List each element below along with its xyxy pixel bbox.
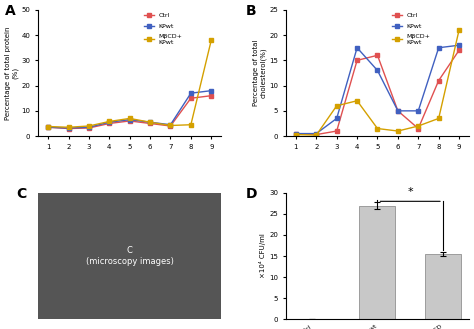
Text: C: C	[16, 187, 26, 201]
Bar	[425, 254, 461, 319]
Text: C
(microscopy images): C (microscopy images)	[86, 246, 173, 266]
Legend: Ctrl, KPwt, MβCD+
KPwt: Ctrl, KPwt, MβCD+ KPwt	[390, 11, 433, 47]
Text: B: B	[246, 4, 256, 17]
Y-axis label: ×10⁴ CFU/ml: ×10⁴ CFU/ml	[259, 234, 266, 278]
Bar	[359, 206, 395, 319]
Text: A: A	[5, 4, 16, 17]
Y-axis label: Percentage of total protein
(%): Percentage of total protein (%)	[5, 26, 18, 120]
Text: *: *	[407, 187, 413, 197]
Legend: Ctrl, KPwt, MβCD+
KPwt: Ctrl, KPwt, MβCD+ KPwt	[142, 11, 185, 47]
Y-axis label: Percentage of total
cholesterol(%): Percentage of total cholesterol(%)	[253, 40, 266, 106]
Text: D: D	[246, 187, 257, 201]
